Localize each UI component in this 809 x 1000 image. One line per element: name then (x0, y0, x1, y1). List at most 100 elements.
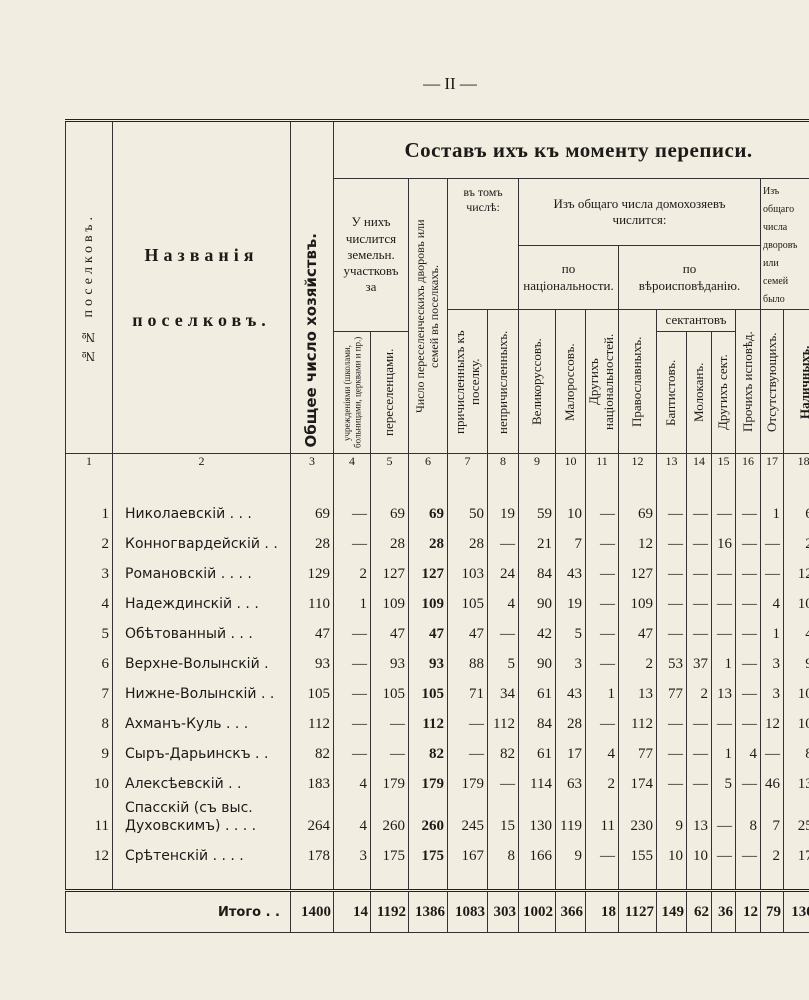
spacer-cell (585, 871, 619, 891)
column-number: 5 (370, 453, 409, 469)
cell: 4 (585, 739, 619, 769)
header-cell: Великоруссовъ. (518, 309, 556, 454)
data-row: 12 Срѣтенскій . . . . 178 3 175 175 167 8 166 9—1… (65, 841, 809, 871)
spacer-cell (618, 871, 657, 891)
cell: 4 (735, 739, 761, 769)
data-row: 11 Спасскій (съ выс. Духовскимъ) . . . .2… (65, 799, 809, 841)
cell: — (447, 739, 488, 769)
spacer-cell (585, 469, 619, 499)
cell: 93 (370, 649, 409, 679)
cell: — (333, 739, 371, 769)
cell: 59 (518, 499, 556, 529)
cell: — (656, 769, 687, 799)
spacer-cell (686, 871, 712, 891)
cell: 5 (555, 619, 586, 649)
cell: 264 (290, 799, 334, 841)
table-body: 1 2 3 4 5 6 7 8 9 10 11 12 13 14 15 16 17 18 1 Николаевскій… (65, 453, 809, 933)
header-text: непричисленныхъ. (494, 329, 510, 434)
cell: 178 (290, 841, 334, 871)
cell: 1 (585, 679, 619, 709)
cell: — (585, 649, 619, 679)
header-text: Баптистовъ. (663, 359, 679, 426)
cell: — (585, 529, 619, 559)
header-cell: непричисленныхъ. (487, 309, 519, 454)
cell: 2 (618, 649, 657, 679)
header-cell: учрежденіями (школами, больницами, церкв… (333, 331, 371, 454)
cell: 10 (686, 841, 712, 871)
data-row: 4 Надеждинскій . . . 110 1 109 109 105 4 90 19—10… (65, 589, 809, 619)
cell: 179 (447, 769, 488, 799)
cell: — (686, 709, 712, 739)
cell: — (735, 589, 761, 619)
cell: — (686, 769, 712, 799)
header-cell: сектантовъ (656, 309, 736, 332)
cell: 69 (408, 499, 448, 529)
cell: — (487, 619, 519, 649)
spacer-cell (760, 871, 784, 891)
header-cell: У нихъ числится земельн. участковъ за (333, 178, 409, 332)
settlement-name: Срѣтенскій . . . . (112, 841, 291, 871)
cell: 127 (408, 559, 448, 589)
cell: — (735, 769, 761, 799)
row-number: 10 (65, 769, 113, 799)
spacer-cell (447, 871, 488, 891)
column-number: 10 (555, 453, 586, 469)
cell: — (735, 499, 761, 529)
settlement-name: Алексѣевскій . . (112, 769, 291, 799)
cell: 130 (518, 799, 556, 841)
cell: — (656, 529, 687, 559)
cell: — (735, 529, 761, 559)
cell: 109 (370, 589, 409, 619)
spacer-cell (112, 469, 291, 499)
cell: 47 (618, 619, 657, 649)
cell: 7 (555, 529, 586, 559)
cell: 61 (518, 739, 556, 769)
header-text: Число переселенческихъ дворовъ или семей… (413, 219, 441, 413)
header-cell: Православныхъ. (618, 309, 657, 454)
cell: 69 (290, 499, 334, 529)
spacer-cell (487, 469, 519, 499)
cell: 1 (760, 499, 784, 529)
spacer-cell (618, 469, 657, 499)
cell: 82 (487, 739, 519, 769)
cell: 127 (782, 559, 809, 589)
settlement-name: Ахманъ-Куль . . . (112, 709, 291, 739)
column-number: 14 (686, 453, 712, 469)
cell: — (333, 619, 371, 649)
cell: — (487, 769, 519, 799)
data-row: 10 Алексѣевскій . . 183 4 179 179 179—114 63 2 17… (65, 769, 809, 799)
cell: — (760, 559, 784, 589)
cell: — (686, 619, 712, 649)
spacer-cell (735, 871, 761, 891)
cell: 82 (408, 739, 448, 769)
cell: 4 (487, 589, 519, 619)
spacer-cell (408, 469, 448, 499)
spacer-cell (656, 871, 687, 891)
cell: 47 (290, 619, 334, 649)
table-title: Составъ ихъ къ моменту переписи. (332, 120, 809, 179)
cell: 100 (782, 709, 809, 739)
spacer-cell (686, 469, 712, 499)
table-head: №№ поселковъ. Названія поселковъ. Общее … (65, 120, 809, 454)
cell: 112 (290, 709, 334, 739)
total-cell: 18 (585, 889, 619, 933)
header-cell: Баптистовъ. (656, 331, 687, 454)
table: №№ поселковъ. Названія поселковъ. Общее … (65, 119, 809, 933)
spacer-cell (782, 871, 809, 891)
cell: 28 (447, 529, 488, 559)
header-text: учрежденіями (школами, больницами, церкв… (341, 336, 362, 449)
spacer-cell (487, 871, 519, 891)
cell: 53 (656, 649, 687, 679)
header-cell: Другихъ національностей. (585, 309, 619, 454)
cell: — (333, 529, 371, 559)
cell: 13 (618, 679, 657, 709)
cell: 109 (408, 589, 448, 619)
cell: — (711, 559, 736, 589)
cell: — (656, 499, 687, 529)
cell: — (686, 499, 712, 529)
cell: — (656, 619, 687, 649)
cell: 174 (618, 769, 657, 799)
cell: 8 (735, 799, 761, 841)
header-cell: Малороссовъ. (555, 309, 586, 454)
